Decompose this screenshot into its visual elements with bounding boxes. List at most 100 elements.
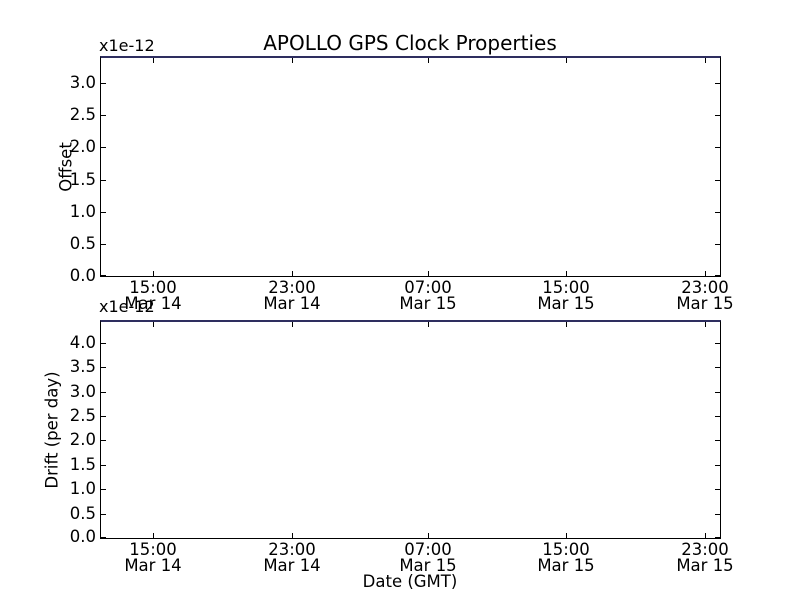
bottom-y-scale-offset-text: x1e-12: [99, 297, 155, 316]
tick-mark: [101, 489, 106, 490]
xtick-time: 15:00: [542, 278, 590, 297]
tick-mark: [101, 465, 106, 466]
drift-plot-area: [100, 320, 721, 539]
tick-mark: [101, 275, 106, 276]
ytick-label: 0.5: [69, 504, 96, 523]
tick-mark: [101, 180, 106, 181]
tick-mark: [292, 58, 293, 63]
xtick-date: Mar 15: [399, 293, 457, 313]
xtick-date: Mar 15: [676, 555, 734, 575]
top-y-scale-offset-text: x1e-12: [99, 36, 155, 55]
xtick-time: 23:00: [268, 278, 316, 297]
xtick-time: 23:00: [681, 278, 729, 297]
tick-mark: [153, 533, 154, 538]
tick-mark: [101, 537, 106, 538]
xtick-time: 15:00: [129, 540, 177, 559]
ytick-label: 1.5: [69, 170, 96, 189]
xtick-label: 23:00 Mar 14: [247, 280, 337, 311]
xtick-date: Mar 14: [263, 293, 321, 313]
ytick-label: 2.0: [69, 137, 96, 156]
tick-mark: [292, 271, 293, 276]
ytick-label: 1.5: [69, 455, 96, 474]
tick-mark: [715, 147, 720, 148]
xtick-date: Mar 15: [676, 293, 734, 313]
xtick-time: 07:00: [404, 540, 452, 559]
tick-mark: [705, 322, 706, 327]
ytick-label: 1.0: [69, 202, 96, 221]
chart-title: APOLLO GPS Clock Properties: [263, 31, 557, 55]
tick-mark: [292, 322, 293, 327]
xtick-date: Mar 15: [537, 555, 595, 575]
tick-mark: [101, 244, 106, 245]
ytick-label: 1.0: [69, 479, 96, 498]
x-axis-label: Date (GMT): [362, 572, 458, 591]
tick-mark: [715, 244, 720, 245]
tick-mark: [715, 514, 720, 515]
tick-mark: [101, 147, 106, 148]
tick-mark: [428, 271, 429, 276]
xtick-time: 15:00: [542, 540, 590, 559]
tick-mark: [101, 514, 106, 515]
tick-mark: [715, 537, 720, 538]
xtick-label: 23:00 Mar 15: [660, 542, 750, 573]
offset-plot-area: [100, 56, 721, 277]
tick-mark: [715, 489, 720, 490]
tick-mark: [101, 440, 106, 441]
ytick-label: 0.0: [69, 266, 96, 285]
tick-mark: [715, 367, 720, 368]
tick-mark: [428, 533, 429, 538]
ytick-label: 3.0: [69, 382, 96, 401]
tick-mark: [101, 212, 106, 213]
xtick-date: Mar 14: [263, 555, 321, 575]
xtick-time: 23:00: [268, 540, 316, 559]
ytick-label: 0.0: [69, 527, 96, 546]
xtick-date: Mar 14: [124, 555, 182, 575]
tick-mark: [153, 58, 154, 63]
tick-mark: [715, 440, 720, 441]
tick-mark: [101, 343, 106, 344]
ytick-label: 2.5: [69, 105, 96, 124]
tick-mark: [153, 271, 154, 276]
xtick-time: 07:00: [404, 278, 452, 297]
tick-mark: [715, 83, 720, 84]
ytick-label: 2.0: [69, 430, 96, 449]
ytick-label: 0.5: [69, 234, 96, 253]
tick-mark: [101, 392, 106, 393]
tick-mark: [715, 275, 720, 276]
xtick-label: 23:00 Mar 15: [660, 280, 750, 311]
xtick-date: Mar 14: [124, 293, 182, 313]
xtick-date: Mar 15: [537, 293, 595, 313]
tick-mark: [101, 83, 106, 84]
ytick-label: 4.0: [69, 333, 96, 352]
tick-mark: [715, 465, 720, 466]
xtick-label: 15:00 Mar 14: [108, 542, 198, 573]
tick-mark: [705, 533, 706, 538]
tick-mark: [715, 392, 720, 393]
xtick-label: 07:00 Mar 15: [383, 542, 473, 573]
tick-mark: [705, 58, 706, 63]
tick-mark: [715, 343, 720, 344]
tick-mark: [705, 271, 706, 276]
ytick-label: 2.5: [69, 406, 96, 425]
tick-mark: [101, 367, 106, 368]
tick-mark: [153, 322, 154, 327]
ytick-label: 3.5: [69, 357, 96, 376]
tick-mark: [292, 533, 293, 538]
xtick-label: 15:00 Mar 15: [521, 542, 611, 573]
ytick-label: 3.0: [69, 73, 96, 92]
tick-mark: [428, 322, 429, 327]
tick-mark: [715, 416, 720, 417]
tick-mark: [566, 58, 567, 63]
xtick-time: 15:00: [129, 278, 177, 297]
tick-mark: [566, 271, 567, 276]
tick-mark: [566, 322, 567, 327]
xtick-label: 15:00 Mar 15: [521, 280, 611, 311]
xtick-time: 23:00: [681, 540, 729, 559]
tick-mark: [715, 212, 720, 213]
xtick-label: 15:00 Mar 14: [108, 280, 198, 311]
tick-mark: [101, 115, 106, 116]
tick-mark: [715, 115, 720, 116]
tick-mark: [566, 533, 567, 538]
tick-mark: [101, 416, 106, 417]
